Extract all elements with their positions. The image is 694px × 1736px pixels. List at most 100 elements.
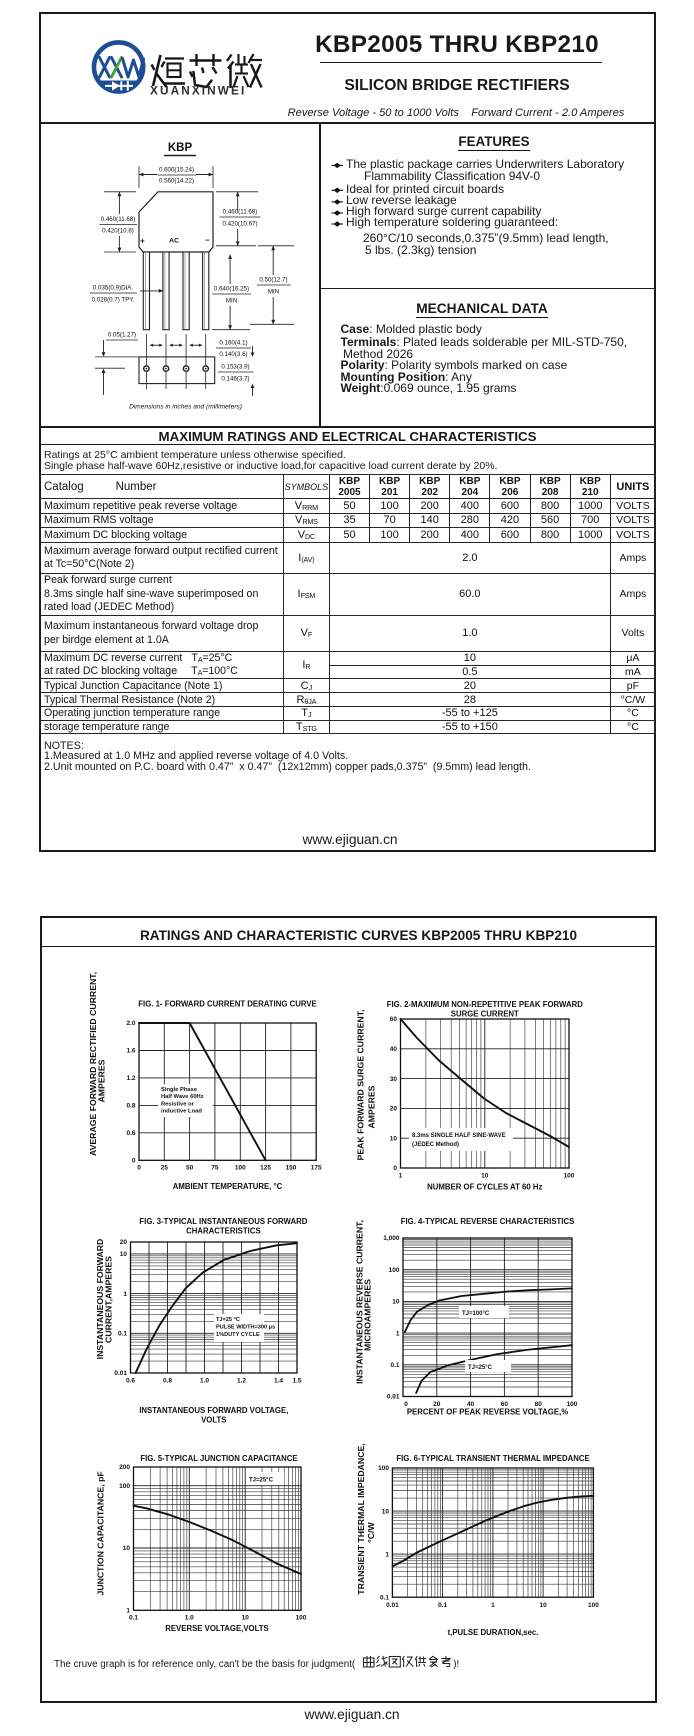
svg-text:AVERAGE FORWARD RECTIFIED CURR: AVERAGE FORWARD RECTIFIED CURRENT, <box>88 972 98 1156</box>
svg-text:AMBIENT TEMPERATURE, °C: AMBIENT TEMPERATURE, °C <box>173 1182 283 1191</box>
svg-text:KBP: KBP <box>168 142 193 154</box>
svg-text:1: 1 <box>123 1291 127 1298</box>
svg-text:0.420(10.8): 0.420(10.8) <box>102 228 134 235</box>
svg-text:1: 1 <box>396 1330 400 1337</box>
svg-text:FIG. 2-MAXIMUM NON-REPETITIVE: FIG. 2-MAXIMUM NON-REPETITIVE PEAK FORWA… <box>387 1000 583 1009</box>
svg-text:80: 80 <box>535 1401 543 1408</box>
svg-text:50: 50 <box>186 1165 194 1172</box>
svg-text:MIN: MIN <box>226 298 237 305</box>
svg-text:8.3ms SINGLE HALF SINE-WAVE: 8.3ms SINGLE HALF SINE-WAVE <box>412 1133 506 1139</box>
svg-text:0.1: 0.1 <box>129 1615 138 1622</box>
svg-text:0.640(16.25): 0.640(16.25) <box>214 286 249 293</box>
svg-text:10: 10 <box>392 1299 400 1306</box>
svg-text:10: 10 <box>242 1615 250 1622</box>
svg-text:20: 20 <box>120 1239 128 1246</box>
svg-text:100: 100 <box>389 1267 400 1274</box>
svg-text:0.146(3.7): 0.146(3.7) <box>221 376 249 383</box>
svg-text:PERCENT OF PEAK REVERSE VOLTAG: PERCENT OF PEAK REVERSE VOLTAGE,% <box>407 1408 568 1417</box>
svg-text:60: 60 <box>390 1016 398 1023</box>
svg-text:0.6: 0.6 <box>126 1130 135 1137</box>
svg-text:MICROAMPERES: MICROAMPERES <box>363 1279 373 1351</box>
svg-text:0.160(4.1): 0.160(4.1) <box>219 340 247 347</box>
svg-text:1: 1 <box>126 1608 130 1615</box>
svg-text:1.5: 1.5 <box>292 1378 301 1385</box>
svg-text:100: 100 <box>588 1602 599 1609</box>
svg-text:75: 75 <box>211 1165 219 1172</box>
svg-text:TRANSIENT THERMAL IMPEDANCE,: TRANSIENT THERMAL IMPEDANCE, <box>356 1443 366 1594</box>
svg-text:1.4: 1.4 <box>274 1378 283 1385</box>
svg-text:10: 10 <box>120 1251 128 1258</box>
svg-text:°C/W: °C/W <box>366 1522 376 1543</box>
svg-text:1.0: 1.0 <box>200 1378 209 1385</box>
svg-text:TJ=25 °C: TJ=25 °C <box>216 1317 240 1323</box>
svg-text:0.420(10.67): 0.420(10.67) <box>222 221 257 228</box>
svg-text:INSTANTANEOUS FORWARD VOLTAGE,: INSTANTANEOUS FORWARD VOLTAGE, <box>139 1406 288 1415</box>
svg-text:30: 30 <box>390 1076 398 1083</box>
svg-text:0: 0 <box>404 1401 408 1408</box>
svg-text:10: 10 <box>123 1545 131 1552</box>
svg-text:150: 150 <box>285 1165 296 1172</box>
svg-text:0.01: 0.01 <box>114 1370 127 1377</box>
svg-text:10: 10 <box>539 1602 547 1609</box>
svg-text:1%DUTY CYCLE: 1%DUTY CYCLE <box>216 1332 260 1338</box>
svg-text:REVERSE VOLTAGE,VOLTS: REVERSE VOLTAGE,VOLTS <box>165 1624 269 1633</box>
svg-text:0: 0 <box>132 1158 136 1165</box>
svg-text:XUANXINWEI: XUANXINWEI <box>150 84 246 98</box>
svg-text:0.8: 0.8 <box>163 1378 172 1385</box>
svg-text:FIG. 6-TYPICAL TRANSIENT THERM: FIG. 6-TYPICAL TRANSIENT THERMAL IMPEDAN… <box>396 1454 589 1463</box>
svg-text:inductive Load: inductive Load <box>161 1109 202 1115</box>
svg-text:0.1: 0.1 <box>438 1602 447 1609</box>
svg-text:1.6: 1.6 <box>126 1048 135 1055</box>
svg-text:0: 0 <box>137 1165 141 1172</box>
svg-text:25: 25 <box>161 1165 169 1172</box>
svg-text:100: 100 <box>567 1401 578 1408</box>
svg-text:40: 40 <box>467 1401 475 1408</box>
svg-text:CURRENT,AMPERES: CURRENT,AMPERES <box>104 1256 114 1343</box>
svg-text:PEAK FORWARD SURGE CURRENT,: PEAK FORWARD SURGE CURRENT, <box>356 1010 366 1161</box>
svg-text:Half Wave 60Hz: Half Wave 60Hz <box>161 1094 204 1100</box>
svg-text:0.05(1.27): 0.05(1.27) <box>108 332 136 339</box>
svg-text:0.1: 0.1 <box>390 1362 399 1369</box>
svg-text:20: 20 <box>433 1401 441 1408</box>
svg-text:PULSE WIDTH=300 μs: PULSE WIDTH=300 μs <box>216 1325 275 1331</box>
svg-text:t,PULSE DURATION,sec.: t,PULSE DURATION,sec. <box>448 1628 539 1637</box>
svg-text:2.0: 2.0 <box>126 1020 135 1027</box>
svg-text:0.140(3.6): 0.140(3.6) <box>219 351 247 358</box>
svg-text:SURGE CURRENT: SURGE CURRENT <box>451 1010 519 1019</box>
svg-text:FIG. 3-TYPICAL INSTANTANEOUS F: FIG. 3-TYPICAL INSTANTANEOUS FORWARD <box>139 1217 307 1226</box>
svg-text:1: 1 <box>399 1173 403 1180</box>
svg-text:0: 0 <box>393 1165 397 1172</box>
svg-text:JUNCTION CAPACITANCE, pF: JUNCTION CAPACITANCE, pF <box>95 1471 105 1595</box>
svg-text:1: 1 <box>385 1551 389 1558</box>
svg-text:CHARACTERISTICS: CHARACTERISTICS <box>186 1227 261 1236</box>
svg-text:100: 100 <box>235 1165 246 1172</box>
svg-text:20: 20 <box>390 1106 398 1113</box>
svg-text:INSTANTANEOUS FORWARD: INSTANTANEOUS FORWARD <box>95 1239 105 1360</box>
svg-text:Dimensions in inches and (mill: Dimensions in inches and (millimeters) <box>129 404 242 411</box>
svg-text:FIG. 4-TYPICAL REVERSE CHARACT: FIG. 4-TYPICAL REVERSE CHARACTERISTICS <box>401 1217 575 1226</box>
svg-text:INSTANTANEOUS REVERSE CURRENT,: INSTANTANEOUS REVERSE CURRENT, <box>354 1220 364 1384</box>
svg-text:0.01: 0.01 <box>387 1394 400 1401</box>
svg-text:100: 100 <box>378 1465 389 1472</box>
svg-text:0.50(12.7): 0.50(12.7) <box>259 277 287 284</box>
svg-text:1.0: 1.0 <box>185 1615 194 1622</box>
svg-text:AMPERES: AMPERES <box>97 1059 107 1102</box>
svg-text:1.2: 1.2 <box>237 1378 246 1385</box>
svg-text:0.035(0.9)DIA.: 0.035(0.9)DIA. <box>93 285 134 292</box>
svg-text:TJ=25°C: TJ=25°C <box>468 1365 493 1371</box>
svg-text:Single Phase: Single Phase <box>161 1087 198 1093</box>
svg-text:125: 125 <box>260 1165 271 1172</box>
svg-text:0.1: 0.1 <box>380 1594 389 1601</box>
svg-text:0.460(11.68): 0.460(11.68) <box>223 209 258 216</box>
svg-text:40: 40 <box>390 1046 398 1053</box>
svg-text:100: 100 <box>296 1615 307 1622</box>
svg-text:0.028(0.7) TPY.: 0.028(0.7) TPY. <box>92 297 135 304</box>
svg-text:+: + <box>140 237 145 246</box>
svg-text:AMPERES: AMPERES <box>367 1085 377 1128</box>
svg-text:TJ=100°C: TJ=100°C <box>462 1311 490 1317</box>
svg-text:175: 175 <box>311 1165 322 1172</box>
svg-text:200: 200 <box>119 1464 130 1471</box>
svg-text:AC: AC <box>169 238 179 245</box>
svg-text:FIG. 1- FORWARD CURRENT DERATI: FIG. 1- FORWARD CURRENT DERATING CURVE <box>138 1000 316 1009</box>
svg-text:–: – <box>205 236 210 245</box>
